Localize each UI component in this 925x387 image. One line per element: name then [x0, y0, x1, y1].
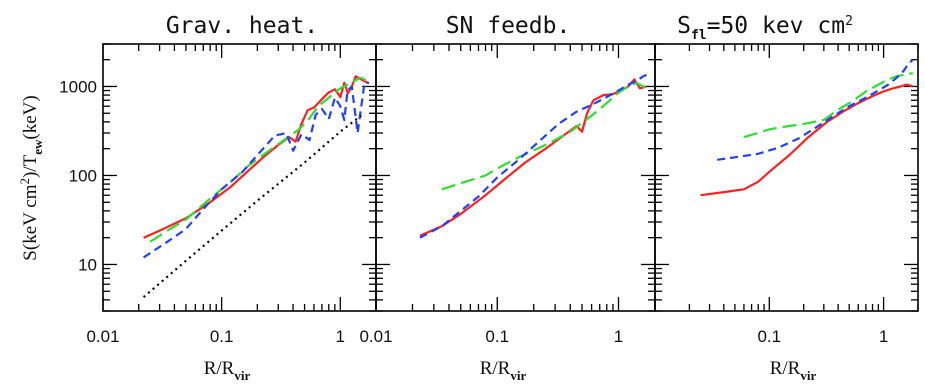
series-line-longdash [743, 72, 913, 139]
panel-3: 0.1 1 [654, 43, 919, 346]
series-line-shortdash [419, 72, 650, 239]
svg-text:R/Rvir: R/Rvir [770, 358, 817, 383]
y-tick-label: 1000 [59, 77, 97, 96]
svg-text:Grav. heat.: Grav. heat. [166, 13, 318, 39]
series-line-solid [143, 75, 369, 239]
x-tick-label: 0.01 [359, 327, 392, 346]
y-tick-label: 100 [69, 166, 97, 185]
y-tick-label: 10 [78, 255, 97, 274]
series-line-solid [700, 83, 914, 197]
series-line-dotted [142, 114, 362, 298]
x-axis-label-2: R/Rvir [480, 358, 527, 383]
x-tick-label: 0.1 [210, 327, 234, 346]
series-line-solid [419, 78, 647, 237]
x-tick-label: 0.1 [757, 327, 781, 346]
x-tick-label: 0.1 [485, 327, 509, 346]
x-axis-label-1: R/Rvir [204, 358, 251, 383]
panel-title-1: Grav. heat. [166, 13, 318, 39]
svg-text:Sfl=50 kev cm2: Sfl=50 kev cm2 [677, 13, 853, 43]
svg-text:R/Rvir: R/Rvir [204, 358, 251, 383]
panel-2: 0.01 0.1 1 [359, 43, 656, 346]
series-line-shortdash [717, 58, 914, 161]
x-axis-label-3: R/Rvir [770, 358, 817, 383]
y-axis-label: S(keV cm2)/Tew(keV) [17, 95, 45, 260]
plot-frame [375, 43, 656, 312]
x-tick-label: 1 [879, 327, 888, 346]
series-line-longdash [441, 81, 650, 191]
plot-frame [654, 43, 919, 312]
panel-title-3: Sfl=50 kev cm2 [677, 13, 853, 43]
series-line-shortdash [142, 81, 370, 259]
x-tick-label: 1 [614, 327, 623, 346]
svg-text:R/Rvir: R/Rvir [480, 358, 527, 383]
series-line-longdash [149, 76, 369, 243]
panel-1: 0.01 0.1 1 10 100 1000 [59, 43, 377, 346]
svg-text:SN feedb.: SN feedb. [446, 13, 571, 39]
panel-title-2: SN feedb. [446, 13, 571, 39]
x-tick-label: 1 [336, 327, 345, 346]
x-tick-label: 0.01 [86, 327, 119, 346]
